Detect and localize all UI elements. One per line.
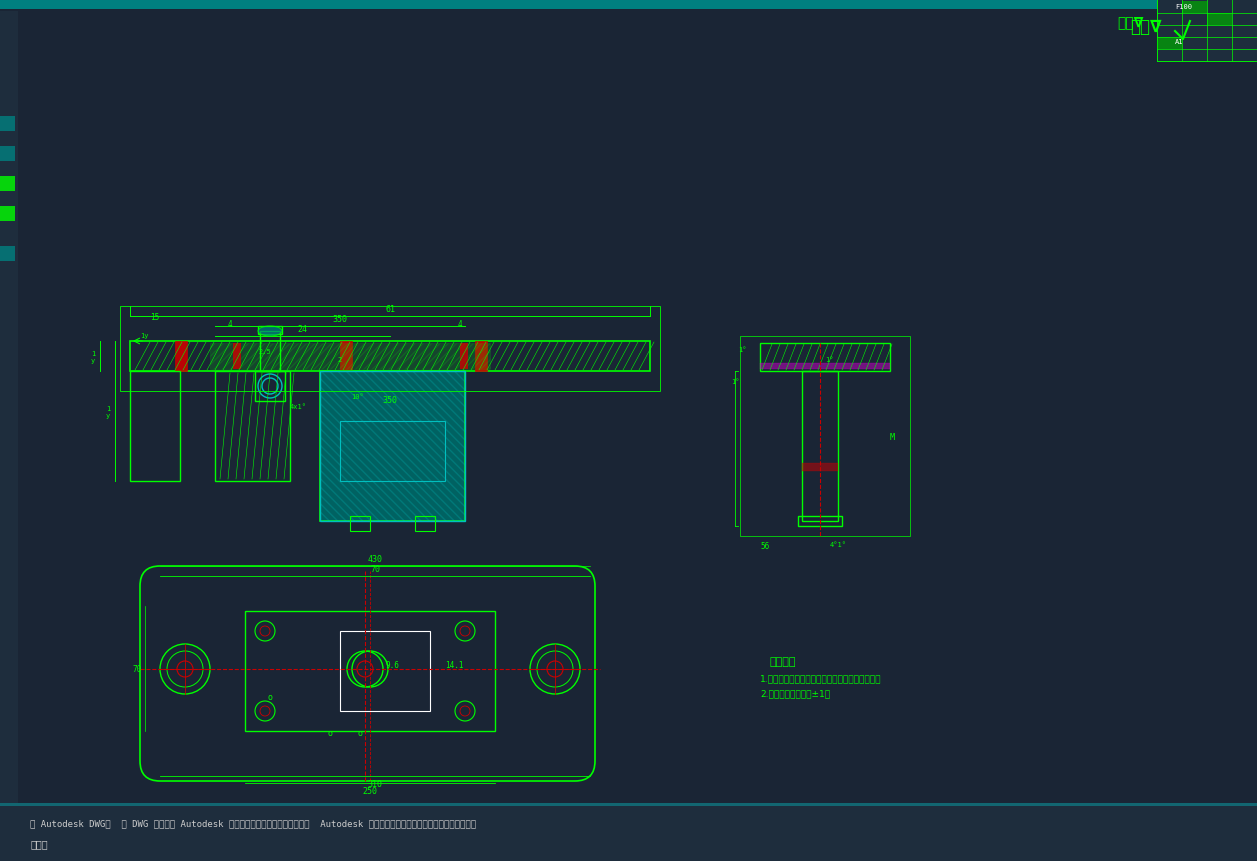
Ellipse shape: [258, 326, 282, 337]
Text: 310: 310: [367, 779, 382, 788]
Text: 4: 4: [228, 319, 233, 329]
Text: 1°: 1°: [732, 379, 740, 385]
Bar: [0, 12, 18, 803]
Text: 430: 430: [367, 554, 382, 563]
Bar: [129, 342, 650, 372]
Bar: [255, 372, 285, 401]
Text: 14.1: 14.1: [445, 660, 464, 669]
Bar: [339, 342, 352, 372]
Text: 4x1°: 4x1°: [290, 404, 307, 410]
Text: 61: 61: [385, 305, 395, 313]
Bar: [215, 372, 290, 481]
Text: 350: 350: [333, 314, 347, 324]
Bar: [760, 344, 890, 372]
Bar: [339, 422, 445, 481]
Text: 56: 56: [760, 542, 769, 550]
Bar: [349, 517, 370, 531]
Text: 350: 350: [382, 395, 397, 405]
Text: 250: 250: [362, 786, 377, 795]
Bar: [802, 463, 838, 472]
Text: M: M: [890, 432, 895, 441]
Text: 70: 70: [133, 665, 142, 673]
Text: 24: 24: [297, 325, 307, 333]
Text: 9.6: 9.6: [385, 660, 398, 669]
Text: 70: 70: [370, 564, 380, 573]
Text: 4°1°: 4°1°: [830, 542, 847, 548]
Text: 15: 15: [151, 313, 160, 322]
Bar: [175, 342, 187, 372]
Bar: [460, 344, 468, 369]
Bar: [233, 344, 241, 369]
Bar: [321, 372, 465, 522]
Text: o: o: [268, 691, 273, 701]
Bar: [321, 372, 465, 522]
Text: 2.未注明尺寸公差为±1。: 2.未注明尺寸公差为±1。: [760, 689, 830, 697]
Text: 非 Autodesk DWG。  此 DWG 文件由非 Autodesk 开发或许可的软件应用程序保存。  Autodesk 不能保证应用程序兼容性或此文件的完: 非 Autodesk DWG。 此 DWG 文件由非 Autodesk 开发或许…: [30, 819, 476, 827]
Bar: [339, 631, 430, 711]
Text: 技术要求: 技术要求: [771, 656, 797, 666]
Bar: [740, 337, 910, 536]
Text: 2.5: 2.5: [259, 349, 272, 355]
Bar: [1156, 0, 1257, 62]
Bar: [129, 372, 180, 481]
Bar: [760, 363, 890, 369]
Bar: [0, 177, 15, 192]
Text: 1°: 1°: [825, 356, 833, 362]
Bar: [321, 372, 465, 522]
Text: 命令：: 命令：: [30, 838, 48, 848]
Text: 4: 4: [458, 319, 463, 329]
Text: o: o: [328, 728, 333, 738]
Bar: [1207, 14, 1232, 26]
Text: 2: 2: [338, 356, 342, 362]
Bar: [0, 117, 15, 132]
Bar: [210, 344, 490, 369]
Bar: [475, 342, 486, 372]
Bar: [802, 372, 838, 522]
Bar: [260, 331, 280, 372]
Text: 1°: 1°: [738, 347, 747, 353]
Bar: [0, 247, 15, 262]
Bar: [0, 147, 15, 162]
Bar: [415, 517, 435, 531]
Bar: [0, 803, 1257, 806]
Bar: [119, 307, 660, 392]
Text: F100: F100: [1175, 4, 1192, 10]
Text: o: o: [357, 728, 362, 738]
Text: 其余∇: 其余∇: [1130, 18, 1161, 36]
Bar: [0, 806, 1257, 861]
Bar: [1182, 2, 1207, 14]
Text: 1y: 1y: [140, 332, 148, 338]
Bar: [798, 517, 842, 526]
Text: 其余∇: 其余∇: [1116, 15, 1143, 29]
Bar: [1156, 38, 1182, 50]
Text: 1.零件不允许有毛刺、气孔、层陷、裂纹等缺陷。: 1.零件不允许有毛刺、气孔、层陷、裂纹等缺陷。: [760, 673, 881, 683]
Bar: [245, 611, 495, 731]
Text: 1
y: 1 y: [106, 405, 111, 418]
Text: 1
y: 1 y: [91, 350, 96, 363]
Bar: [258, 326, 282, 335]
Text: A1: A1: [1175, 39, 1184, 45]
Text: 10°: 10°: [352, 393, 365, 400]
Bar: [0, 207, 15, 222]
Bar: [0, 0, 1257, 10]
